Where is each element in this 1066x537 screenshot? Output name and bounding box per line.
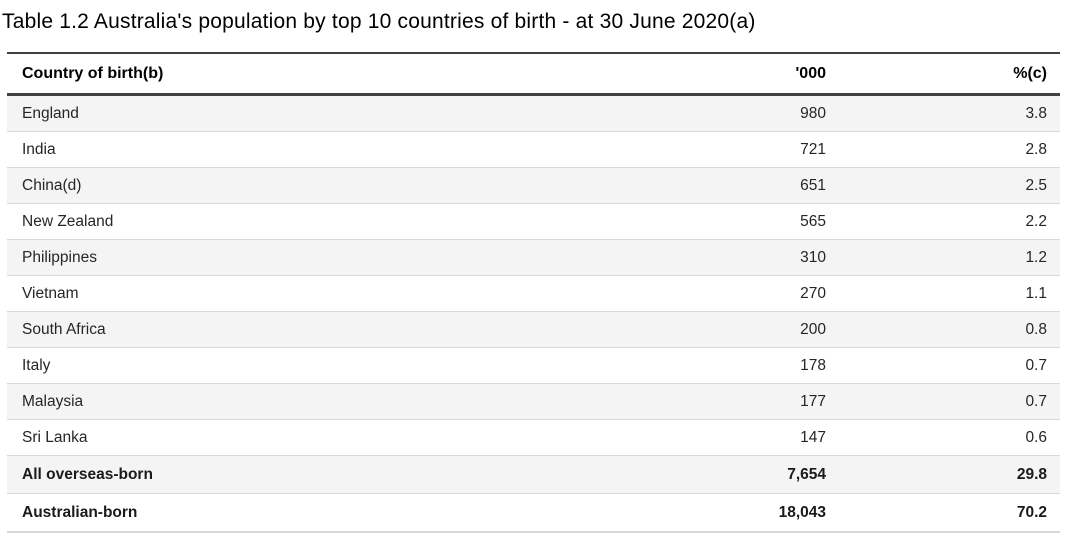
table-body: England 980 3.8 India 721 2.8 China(d) 6… xyxy=(7,94,1060,533)
country-cell: India xyxy=(7,131,547,168)
percent-cell: 2.5 xyxy=(826,167,1060,204)
country-cell: Italy xyxy=(7,347,547,384)
population-by-country-table: Country of birth(b) '000 %(c) England 98… xyxy=(7,52,1060,533)
country-cell: England xyxy=(7,94,547,132)
country-cell: China(d) xyxy=(7,167,547,204)
thousands-cell: 651 xyxy=(547,167,826,204)
thousands-cell: 721 xyxy=(547,131,826,168)
percent-cell: 0.7 xyxy=(826,347,1060,384)
table-header: Country of birth(b) '000 %(c) xyxy=(7,53,1060,96)
table-row: India 721 2.8 xyxy=(7,131,1060,168)
table-row: Italy 178 0.7 xyxy=(7,347,1060,384)
country-cell: South Africa xyxy=(7,311,547,348)
table-row: England 980 3.8 xyxy=(7,94,1060,132)
percent-cell: 0.8 xyxy=(826,311,1060,348)
thousands-cell: 177 xyxy=(547,383,826,420)
percent-cell: 29.8 xyxy=(826,455,1060,494)
header-thousands: '000 xyxy=(547,53,826,96)
country-cell: New Zealand xyxy=(7,203,547,240)
percent-cell: 0.7 xyxy=(826,383,1060,420)
table-row: New Zealand 565 2.2 xyxy=(7,203,1060,240)
percent-cell: 2.2 xyxy=(826,203,1060,240)
thousands-cell: 565 xyxy=(547,203,826,240)
thousands-cell: 7,654 xyxy=(547,455,826,494)
country-cell: Vietnam xyxy=(7,275,547,312)
country-cell: Malaysia xyxy=(7,383,547,420)
country-cell: Australian-born xyxy=(7,493,547,533)
percent-cell: 1.2 xyxy=(826,239,1060,276)
table-row: Sri Lanka 147 0.6 xyxy=(7,419,1060,456)
percent-cell: 0.6 xyxy=(826,419,1060,456)
country-cell: Philippines xyxy=(7,239,547,276)
table-row: Philippines 310 1.2 xyxy=(7,239,1060,276)
thousands-cell: 310 xyxy=(547,239,826,276)
percent-cell: 2.8 xyxy=(826,131,1060,168)
thousands-cell: 147 xyxy=(547,419,826,456)
table-row: Malaysia 177 0.7 xyxy=(7,383,1060,420)
country-cell: All overseas-born xyxy=(7,455,547,494)
thousands-cell: 270 xyxy=(547,275,826,312)
thousands-cell: 178 xyxy=(547,347,826,384)
percent-cell: 1.1 xyxy=(826,275,1060,312)
table-row: Vietnam 270 1.1 xyxy=(7,275,1060,312)
percent-cell: 70.2 xyxy=(826,493,1060,533)
percent-cell: 3.8 xyxy=(826,94,1060,132)
country-cell: Sri Lanka xyxy=(7,419,547,456)
page-title: Table 1.2 Australia's population by top … xyxy=(2,10,756,33)
header-row: Country of birth(b) '000 %(c) xyxy=(7,53,1060,96)
table-row-total-overseas: All overseas-born 7,654 29.8 xyxy=(7,455,1060,494)
header-percent: %(c) xyxy=(826,53,1060,96)
header-country-of-birth: Country of birth(b) xyxy=(7,53,547,96)
thousands-cell: 200 xyxy=(547,311,826,348)
table-row-total-australian: Australian-born 18,043 70.2 xyxy=(7,493,1060,533)
thousands-cell: 18,043 xyxy=(547,493,826,533)
table-row: South Africa 200 0.8 xyxy=(7,311,1060,348)
thousands-cell: 980 xyxy=(547,94,826,132)
table-row: China(d) 651 2.5 xyxy=(7,167,1060,204)
